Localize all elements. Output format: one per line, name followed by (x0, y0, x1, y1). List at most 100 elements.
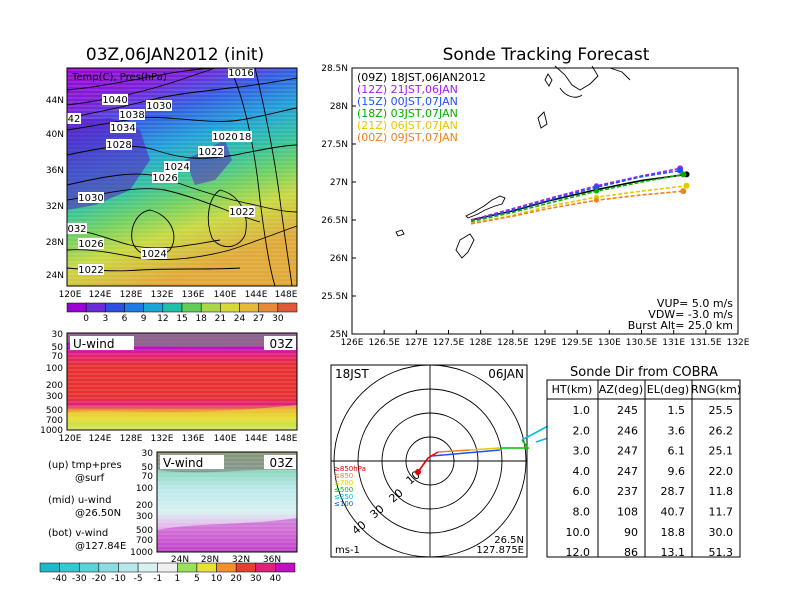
pressure-tick: 30 (142, 449, 154, 459)
tracking-panel: Sonde Tracking Forecast (09Z) 18JST,06JA… (321, 45, 750, 348)
polar-rings (331, 364, 527, 558)
legend-entry: (12Z) 21JST,06JAN (357, 83, 458, 96)
table-header-cell: RNG(km) (691, 383, 741, 396)
plev-legend: ≤250 (334, 493, 353, 501)
table-cell: 12.0 (566, 546, 591, 559)
surface-field-label: Temp(C), Pres(hPa) (71, 72, 167, 83)
table-cell: 25.5 (709, 404, 734, 417)
pressure-tick: 200 (136, 501, 153, 511)
note-mid-sub: @26.50N (75, 508, 121, 519)
svg-text:1030: 1030 (146, 101, 171, 112)
lon-label: 136E (182, 434, 205, 444)
colorbar-swatch (143, 302, 164, 313)
wind-colorbar: -40 -30 -20 -10 -5 -1 1 5 10 20 30 40 (39, 562, 296, 584)
colorbar-label: 10 (211, 574, 223, 584)
panel-legend-notes: (up) tmp+pres @surf (mid) u-wind @26.50N… (48, 460, 126, 552)
svg-text:42: 42 (68, 114, 81, 125)
tracking-legend: (09Z) 18JST,06JAN2012 (12Z) 21JST,06JAN … (357, 71, 486, 144)
table-cell: 22.0 (709, 465, 734, 478)
vwind-label: V-wind (163, 456, 203, 470)
colorbar-swatch (235, 562, 257, 573)
svg-text:1022: 1022 (229, 207, 254, 218)
pressure-label: 42 (67, 113, 81, 125)
pressure-tick: 50 (142, 463, 154, 473)
colorbar-swatch (239, 302, 259, 313)
track-line (470, 185, 687, 224)
table-cell: 18.8 (661, 526, 686, 539)
param-vup: VUP= 5.0 m/s (657, 297, 733, 310)
table-body: 1.0 245 1.5 25.5 2.0 246 3.6 26.2 3.0 247 6.1 25.1 4… (566, 404, 734, 559)
lat-tick-label: 26N (330, 254, 348, 264)
colorbar-label: 40 (270, 574, 282, 584)
colorbar-label: 24 (234, 314, 246, 324)
table-cell: 30.0 (709, 526, 734, 539)
table-cell: 25.1 (709, 445, 734, 458)
lat-label: 44N (46, 96, 64, 106)
uwind-y-labels: 30 50 70 100 200 300 500 700 1000 (40, 330, 63, 436)
track-line (470, 169, 681, 223)
table-cell: 11.8 (709, 485, 734, 498)
table-header: HT(km) AZ(deg) EL(deg) RNG(km) (552, 383, 741, 396)
pressure-tick: 30 (52, 330, 64, 340)
track-line (470, 173, 684, 223)
table-cell: 108 (617, 506, 638, 519)
table-row: 6.0 237 28.7 11.8 (573, 485, 734, 498)
lat-label: 40N (46, 130, 64, 140)
pressure-label: 1040 (102, 94, 128, 106)
polar-date: 06JAN (488, 367, 524, 381)
pressure-label: 1026 (78, 238, 104, 250)
coastlines (395, 65, 631, 259)
svg-text:1038: 1038 (119, 110, 144, 121)
lon-label: 140E (214, 290, 237, 300)
svg-text:1028: 1028 (106, 140, 131, 151)
svg-text:1030: 1030 (78, 193, 103, 204)
colorbar-swatch (181, 302, 202, 313)
colorbar-swatch (196, 562, 217, 573)
surface-frame (66, 67, 298, 287)
pressure-label: 1030 (78, 192, 104, 204)
colorbar-swatch (157, 562, 178, 573)
colorbar-swatch (220, 302, 240, 313)
pressure-tick: 200 (46, 381, 63, 391)
note-bot: (bot) v-wind (48, 528, 108, 539)
hodo-segment-700 (437, 449, 471, 453)
colorbar-label: 30 (272, 314, 284, 324)
table-header-cell: HT(km) (552, 383, 593, 396)
track-midpoint (593, 184, 599, 190)
colorbar-label: -30 (72, 574, 87, 584)
lon-tick-label: 129.5E (561, 338, 593, 348)
colorbar-swatch (216, 562, 237, 573)
lat-tick-label: 26.5N (321, 216, 348, 226)
sonde-tracks (470, 165, 690, 225)
lon-label: 120E (59, 290, 82, 300)
pressure-label: 1022 (78, 264, 104, 276)
lon-tick-label: 132E (727, 338, 750, 348)
table-cell: 3.6 (668, 424, 686, 437)
colorbar-label: 18 (195, 314, 207, 324)
colorbar-label: 6 (122, 314, 128, 324)
lat-label: 24N (46, 271, 64, 281)
colorbar-label: 12 (157, 314, 168, 324)
table-cell: 51.3 (709, 546, 734, 559)
tracking-lat-labels: 28.5N 28N 27.5N 27N 26.5N 26N 25.5N 25N (321, 64, 356, 340)
pressure-label: 1022 (198, 146, 224, 158)
lon-tick-label: 131.5E (690, 338, 722, 348)
track-burst-point (680, 188, 687, 195)
colorbar-swatch (66, 302, 87, 313)
lon-label: 128E (120, 290, 143, 300)
pressure-label: 1020 (212, 131, 238, 143)
table-row: 8.0 108 40.7 11.7 (573, 506, 734, 519)
table-cell: 247 (617, 465, 638, 478)
table-cell: 246 (617, 424, 638, 437)
table-cell: 6.0 (573, 485, 591, 498)
lon-tick-label: 130.5E (626, 338, 658, 348)
pressure-label: 1030 (146, 100, 172, 112)
table-cell: 247 (617, 445, 638, 458)
colorbar-swatch (200, 302, 221, 313)
table-frame (546, 379, 741, 558)
table-header-cell: AZ(deg) (599, 383, 643, 396)
lat-label: 36N (263, 555, 281, 565)
table-header-cell: EL(deg) (647, 383, 689, 396)
table-cell: 1.5 (668, 404, 686, 417)
plev-legend: ≤850 (334, 472, 353, 480)
